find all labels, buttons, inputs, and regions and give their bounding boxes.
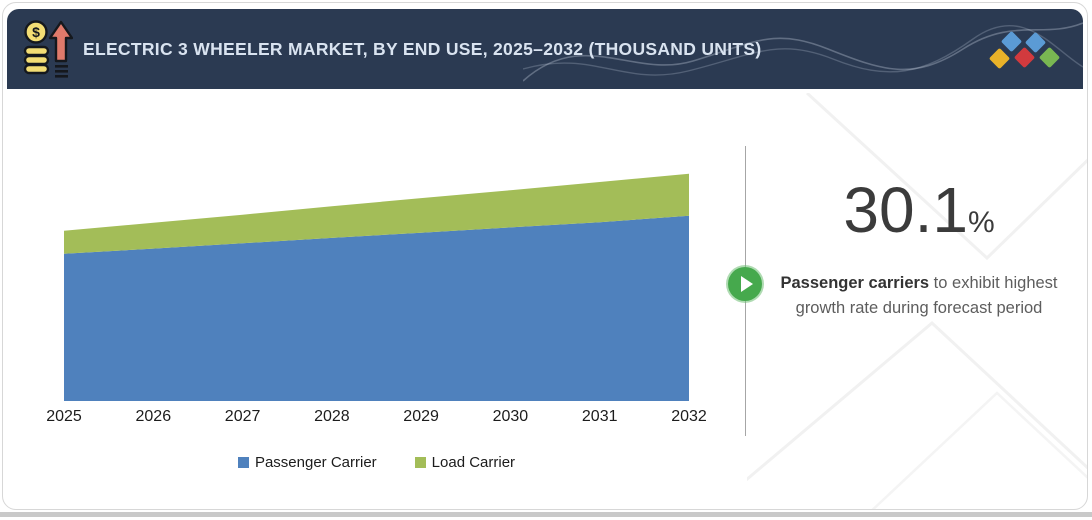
x-axis-label: 2026 <box>135 408 172 425</box>
page-title: ELECTRIC 3 WHEELER MARKET, BY END USE, 2… <box>83 38 762 59</box>
insight-callout: 30.1% Passenger carriers to exhibit high… <box>763 133 1075 453</box>
play-icon <box>741 276 753 292</box>
legend-item: Load Carrier <box>414 453 516 471</box>
area-load-carrier <box>64 173 689 254</box>
x-axis-label: 2029 <box>403 408 439 425</box>
x-axis-label: 2025 <box>46 408 82 425</box>
play-button[interactable] <box>728 267 762 301</box>
header-wave-decoration <box>523 22 1083 82</box>
x-axis-label: 2027 <box>224 408 261 425</box>
header-bar: $ ELECTRIC 3 WHEELER MARKET, BY END USE,… <box>7 9 1083 89</box>
page-edge-strip <box>0 512 1092 517</box>
x-axis: 2025 2026 2027 2028 2029 2030 2031 2032 <box>46 408 707 430</box>
svg-text:$: $ <box>32 24 40 40</box>
stat-unit: % <box>967 206 995 239</box>
chart-legend: Passenger Carrier Load Carrier <box>64 451 689 473</box>
legend-label: Passenger Carrier <box>254 453 377 471</box>
area-passenger-carrier <box>64 215 689 401</box>
x-axis-label: 2031 <box>581 408 618 425</box>
legend-swatch <box>237 456 249 468</box>
money-growth-icon: $ <box>23 20 73 78</box>
insight-text-bold: Passenger carriers <box>780 274 930 292</box>
insight-text-rest: to exhibit highest growth rate during fo… <box>795 274 1058 317</box>
stat-value: 30.1 <box>843 174 968 246</box>
legend-swatch <box>414 456 426 468</box>
x-axis-label: 2032 <box>671 408 707 425</box>
stacked-area-svg <box>64 173 689 401</box>
x-axis-label: 2030 <box>492 408 529 425</box>
x-axis-label: 2028 <box>314 408 350 425</box>
legend-label: Load Carrier <box>431 453 516 471</box>
insight-text: Passenger carriers to exhibit highest gr… <box>769 271 1069 321</box>
infographic-card: $ ELECTRIC 3 WHEELER MARKET, BY END USE,… <box>2 2 1088 510</box>
legend-item: Passenger Carrier <box>237 453 377 471</box>
growth-rate-stat: 30.1% <box>763 178 1075 255</box>
